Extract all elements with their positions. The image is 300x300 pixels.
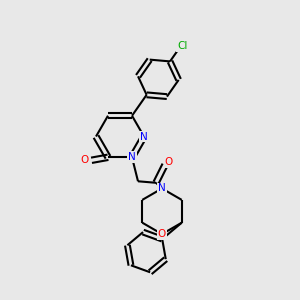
Text: N: N xyxy=(128,152,136,162)
Text: O: O xyxy=(158,229,166,239)
Text: N: N xyxy=(140,131,148,142)
Text: O: O xyxy=(81,155,89,165)
Text: Cl: Cl xyxy=(177,41,188,51)
Text: O: O xyxy=(164,157,173,167)
Text: N: N xyxy=(158,184,166,194)
